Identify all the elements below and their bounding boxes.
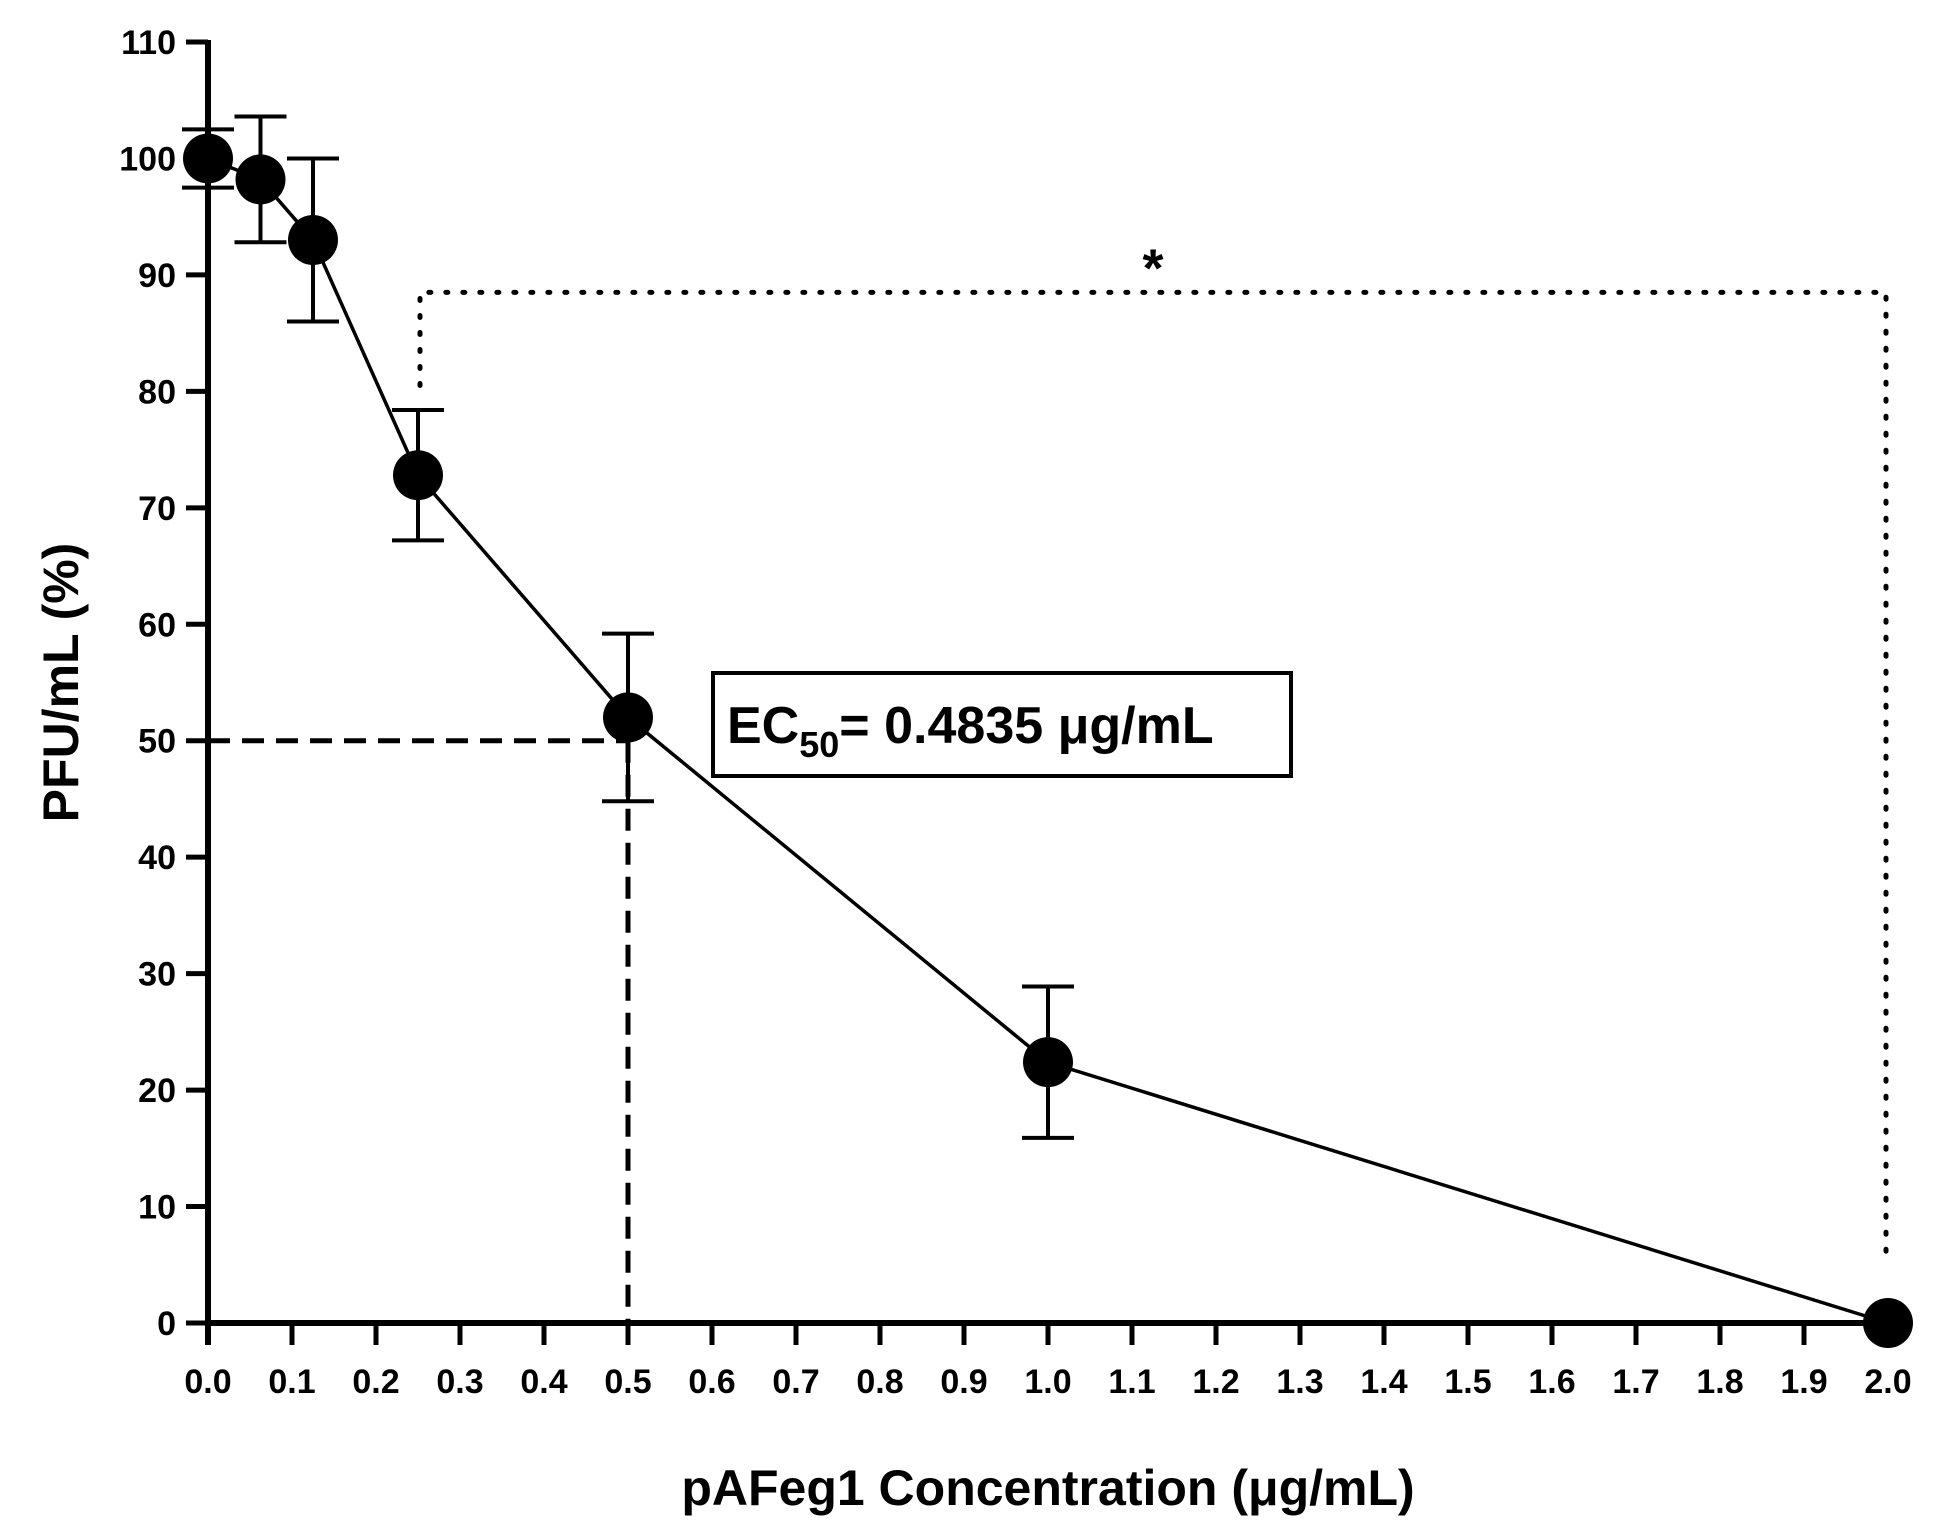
y-tick-label: 10 xyxy=(138,1189,176,1227)
data-point xyxy=(393,450,443,501)
x-tick-label: 1.0 xyxy=(1024,1363,1071,1401)
x-tick-label: 0.4 xyxy=(520,1363,567,1401)
reference-lines xyxy=(208,289,1889,1323)
x-tick-label: 0.7 xyxy=(772,1363,819,1401)
significance-bracket xyxy=(417,289,1889,1262)
x-tick-label: 1.6 xyxy=(1528,1363,1575,1401)
y-tick-label: 30 xyxy=(138,956,176,994)
x-tick-label: 1.7 xyxy=(1612,1363,1659,1401)
data-point xyxy=(1023,1037,1073,1088)
y-tick-label: 90 xyxy=(138,257,176,295)
x-tick-label: 1.4 xyxy=(1360,1363,1407,1401)
y-tick-label: 60 xyxy=(138,606,176,644)
y-tick-label: 20 xyxy=(138,1072,176,1110)
y-tick-label: 110 xyxy=(121,24,176,62)
x-tick-label: 0.5 xyxy=(604,1363,651,1401)
y-tick-label: 80 xyxy=(138,373,176,411)
y-tick-label: 70 xyxy=(138,490,176,528)
x-tick-label: 0.3 xyxy=(436,1363,483,1401)
data-series xyxy=(182,114,1913,1348)
x-tick-label: 1.5 xyxy=(1444,1363,1491,1401)
annotations: * EC50= 0.4835 μg/mL xyxy=(711,238,1293,778)
x-tick-label: 0.2 xyxy=(352,1363,399,1401)
x-tick-label: 0.6 xyxy=(688,1363,735,1401)
x-tick-label: 0.0 xyxy=(184,1363,231,1401)
y-tick-label: 0 xyxy=(157,1305,176,1343)
axes: 0 10 20 30 40 50 60 70 80 90 100 110 0.0 0.1 0.2 0.3 0.4… xyxy=(119,24,1911,1401)
x-tick-label: 1.1 xyxy=(1108,1363,1155,1401)
ec50-label-box xyxy=(711,671,1293,778)
ec50-label: EC50= 0.4835 μg/mL xyxy=(727,697,1214,765)
x-tick-label: 1.8 xyxy=(1696,1363,1743,1401)
significance-star: * xyxy=(1142,238,1163,298)
y-axis-title: PFU/mL (%) xyxy=(33,543,89,823)
y-tick-label: 40 xyxy=(138,839,176,877)
data-point xyxy=(235,154,286,205)
data-point xyxy=(603,692,653,743)
data-point xyxy=(288,214,338,265)
x-tick-label: 1.2 xyxy=(1192,1363,1239,1401)
x-tick-label: 1.3 xyxy=(1276,1363,1323,1401)
x-tick-label: 0.9 xyxy=(940,1363,987,1401)
x-tick-label: 1.9 xyxy=(1780,1363,1827,1401)
x-axis-title: pAFeg1 Concentration (μg/mL) xyxy=(681,1460,1414,1516)
y-tick-label: 50 xyxy=(138,723,176,761)
y-tick-label: 100 xyxy=(119,140,176,178)
x-tick-label: 0.1 xyxy=(268,1363,315,1401)
x-tick-label: 0.8 xyxy=(856,1363,903,1401)
x-tick-label: 2.0 xyxy=(1864,1363,1911,1401)
